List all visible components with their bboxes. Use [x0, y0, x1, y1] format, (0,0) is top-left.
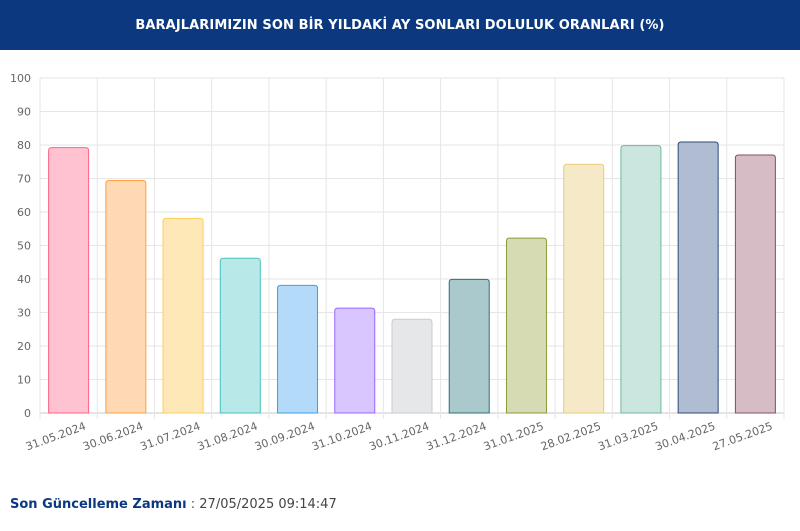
x-tick-label: 31.01.2025	[482, 420, 546, 454]
x-tick-label: 31.08.2024	[196, 420, 260, 454]
y-tick-label: 70	[17, 173, 31, 186]
x-tick-label: 31.07.2024	[138, 420, 202, 454]
last-update-label: Son Güncelleme Zamanı	[10, 497, 187, 512]
bar	[162, 217, 204, 414]
y-tick-label: 10	[17, 374, 31, 387]
bar	[734, 154, 776, 414]
bar	[448, 278, 490, 414]
x-tick-label: 28.02.2025	[539, 420, 603, 454]
bar	[505, 237, 547, 414]
y-tick-label: 50	[17, 240, 31, 253]
y-tick-label: 60	[17, 206, 31, 219]
y-tick-label: 20	[17, 340, 31, 353]
bar	[563, 163, 605, 414]
bar	[334, 307, 376, 414]
bar-chart: 0 10 20 30 40 50 60 70 80 90 100 31.05.202430.06.20…	[10, 72, 785, 454]
x-tick-label: 30.11.2024	[367, 420, 431, 454]
last-update-value: 27/05/2025 09:14:47	[199, 497, 337, 512]
bar	[105, 180, 147, 414]
chart-area: 0 10 20 30 40 50 60 70 80 90 100 31.05.2024 30.06.20…	[0, 60, 800, 460]
x-tick-label: 30.06.2024	[81, 420, 145, 454]
bar	[277, 284, 319, 414]
x-tick-label: 31.10.2024	[310, 420, 374, 454]
last-update-separator: :	[186, 497, 200, 512]
x-tick-label: 31.12.2024	[425, 420, 489, 454]
x-tick-label: 30.09.2024	[253, 420, 317, 454]
last-update: Son Güncelleme Zamanı : 27/05/2025 09:14…	[10, 497, 337, 512]
chart-title: BARAJLARIMIZIN SON BİR YILDAKİ AY SONLAR…	[135, 17, 665, 33]
y-tick-label: 90	[17, 106, 31, 119]
y-tick-label: 30	[17, 307, 31, 320]
y-tick-label: 40	[17, 273, 31, 286]
bar	[620, 145, 662, 414]
chart-header: BARAJLARIMIZIN SON BİR YILDAKİ AY SONLAR…	[0, 0, 800, 50]
x-tick-label: 31.05.2024	[24, 420, 88, 454]
bar	[391, 318, 433, 414]
y-tick-label: 80	[17, 139, 31, 152]
bar	[677, 141, 719, 414]
x-tick-label: 27.05.2025	[711, 420, 775, 454]
x-tick-label: 31.03.2025	[596, 420, 660, 454]
bar	[48, 147, 90, 414]
x-tick-label: 30.04.2025	[654, 420, 718, 454]
y-tick-label: 0	[24, 407, 31, 420]
y-tick-label: 100	[10, 72, 31, 85]
bar	[219, 257, 261, 414]
